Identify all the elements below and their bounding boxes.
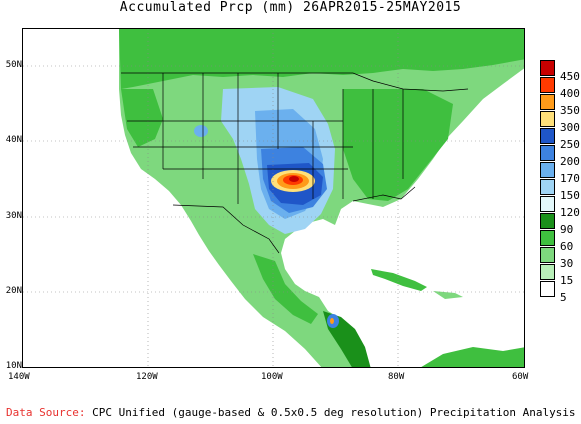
canada-green-band [119,29,524,89]
color-bar-label: 90 [560,223,574,236]
hispaniola-island [433,291,463,299]
map-title: Accumulated Prcp (mm) 26APR2015-25MAY201… [119,0,462,15]
color-bar-swatch [540,196,555,212]
color-bar-label: 30 [560,257,574,270]
color-bar-swatch [540,281,555,297]
cuba-island [371,269,427,291]
lon-label-80w: 80W [388,372,405,382]
color-bar-swatch [540,111,555,127]
data-source-prefix: Data Source: [6,406,86,419]
color-bar-label: 170 [560,172,580,185]
lon-label-100w: 100W [261,372,283,382]
color-bar-label: 300 [560,121,580,134]
mexico-green [253,254,318,324]
color-bar-swatch [540,60,555,76]
color-bar-swatch [540,230,555,246]
data-source-text: CPC Unified (gauge-based & 0.5x0.5 deg r… [85,406,576,419]
lon-label-140w: 140W [8,372,30,382]
lat-label-40n: 40N [5,135,22,145]
colorado-blue [194,125,208,137]
graticule [23,29,524,367]
west-coast-green [121,89,163,147]
lat-label-50n: 50N [5,60,22,70]
color-bar-label: 60 [560,240,574,253]
color-bar-swatch [540,77,555,93]
color-bar-swatch [540,213,555,229]
color-bar-label: 350 [560,104,580,117]
political-borders [121,72,469,254]
lon-label-120w: 120W [136,372,158,382]
lat-label-30n: 30N [5,211,22,221]
lon-label-60w: 60W [512,372,529,382]
color-bar-label: 5 [560,291,567,304]
color-bar-label: 400 [560,87,580,100]
precipitation-map [22,28,525,368]
color-bar-swatch [540,162,555,178]
guatemala-orange [330,318,334,324]
color-bar-swatch [540,145,555,161]
color-bar-swatch [540,247,555,263]
max-red [289,176,299,182]
color-bar-label: 250 [560,138,580,151]
color-bar-swatch [540,94,555,110]
color-bar-label: 15 [560,274,574,287]
color-bar-label: 150 [560,189,580,202]
color-bar-swatch [540,128,555,144]
lat-label-10n: 10N [5,361,22,371]
color-bar-label: 200 [560,155,580,168]
color-bar-label: 120 [560,206,580,219]
map-canvas [23,29,524,367]
color-bar-swatch [540,264,555,280]
color-bar-label: 450 [560,70,580,83]
data-source-note: Data Source: CPC Unified (gauge-based & … [6,406,576,419]
lat-label-20n: 20N [5,286,22,296]
south-america-coast [421,347,524,367]
color-bar-swatch [540,179,555,195]
